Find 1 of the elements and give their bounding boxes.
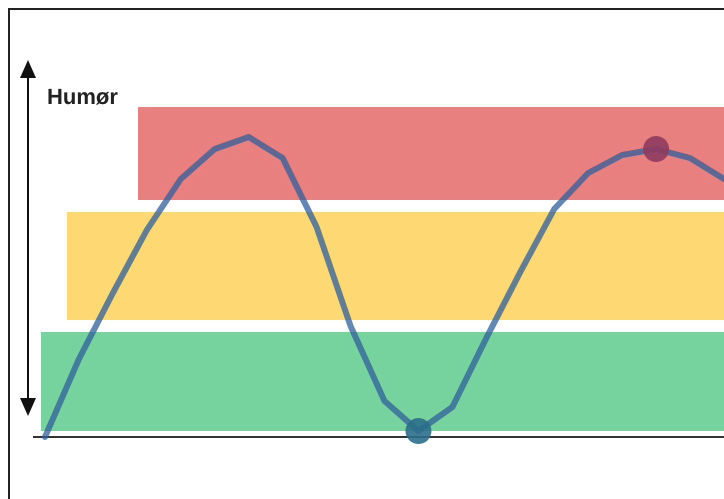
y-axis-title: Humør [47, 84, 118, 109]
